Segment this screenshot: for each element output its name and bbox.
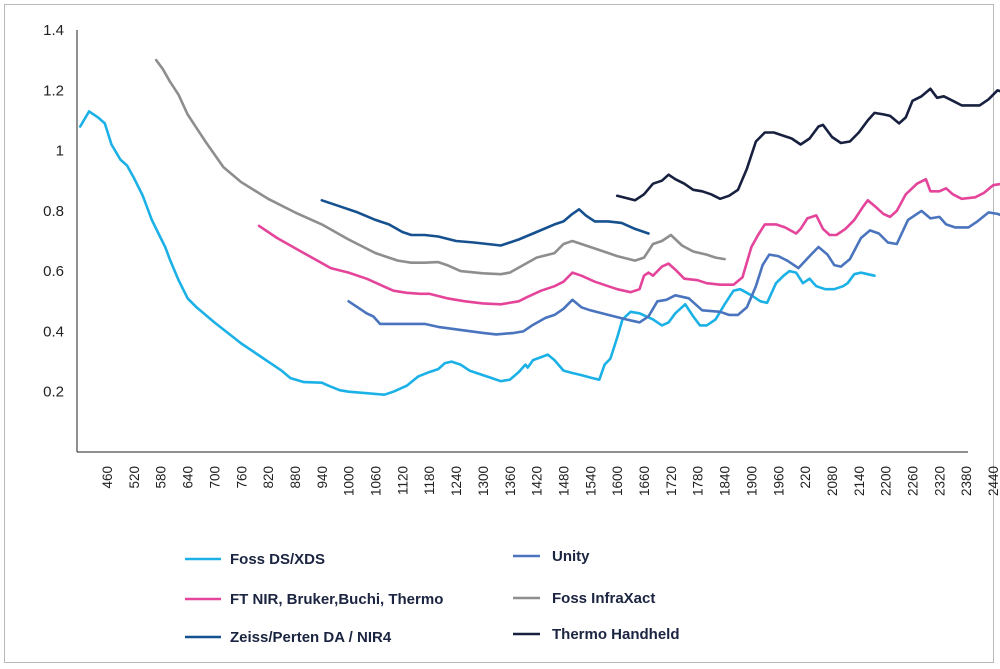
y-tick-labels: 0.2 0.4 0.6 0.8 1 1.2 1.4 bbox=[43, 22, 64, 401]
x-tick-label: 2200 bbox=[879, 466, 894, 496]
x-tick-label: 820 bbox=[261, 466, 276, 489]
x-tick-label: 1180 bbox=[422, 466, 437, 495]
x-tick-label: 2140 bbox=[852, 466, 867, 496]
y-tick-label: 0.4 bbox=[43, 323, 64, 340]
x-tick-label: 520 bbox=[127, 466, 142, 489]
legend-label: Foss DS/XDS bbox=[230, 551, 325, 568]
x-tick-label: 2260 bbox=[906, 466, 921, 496]
series-line-2 bbox=[257, 177, 1000, 306]
x-tick-label: 760 bbox=[234, 466, 249, 489]
x-tick-label: 1060 bbox=[369, 466, 384, 496]
x-tick-label: 2320 bbox=[932, 466, 947, 496]
x-tick-label: 640 bbox=[181, 466, 196, 489]
series-line-4 bbox=[320, 199, 650, 247]
y-tick-label: 1.2 bbox=[43, 82, 64, 99]
x-tick-label: 880 bbox=[288, 466, 303, 489]
x-tick-label: 1300 bbox=[476, 466, 491, 496]
x-tick-labels: 460 520 580 640 700 760 820 880 940 1000 1060 1120 1… bbox=[100, 466, 1000, 496]
legend-label: Thermo Handheld bbox=[552, 626, 680, 643]
x-tick-label: 1960 bbox=[771, 466, 786, 496]
x-tick-label: 220 bbox=[798, 466, 813, 489]
series-line-0 bbox=[78, 110, 876, 396]
legend-label: Unity bbox=[552, 548, 590, 565]
x-tick-label: 940 bbox=[315, 466, 330, 489]
x-tick-label: 1780 bbox=[691, 466, 706, 496]
x-tick-label: 1840 bbox=[718, 466, 733, 496]
x-tick-label: 700 bbox=[207, 466, 222, 489]
x-tick-label: 1660 bbox=[637, 466, 652, 496]
y-tick-label: 1 bbox=[56, 143, 64, 160]
x-tick-label: 1540 bbox=[583, 466, 598, 496]
y-tick-label: 0.8 bbox=[43, 203, 64, 220]
x-tick-label: 1360 bbox=[503, 466, 518, 496]
legend-label: FT NIR, Bruker,Buchi, Thermo bbox=[230, 591, 443, 608]
x-tick-label: 1900 bbox=[744, 466, 759, 496]
x-tick-label: 1000 bbox=[342, 466, 357, 496]
series-line-5 bbox=[615, 87, 1000, 202]
series-line-3 bbox=[154, 58, 726, 276]
x-tick-label: 460 bbox=[100, 466, 115, 489]
legend-label: Foss InfraXact bbox=[552, 590, 655, 607]
x-tick-label: 2380 bbox=[959, 466, 974, 496]
y-tick-label: 1.4 bbox=[43, 22, 64, 39]
x-tick-label: 1720 bbox=[664, 466, 679, 496]
x-tick-label: 580 bbox=[154, 466, 169, 489]
y-tick-label: 0.2 bbox=[43, 384, 64, 401]
y-tick-label: 0.6 bbox=[43, 263, 64, 280]
x-tick-label: 2440 bbox=[986, 466, 1000, 496]
x-tick-label: 1240 bbox=[449, 466, 464, 496]
x-tick-label: 2080 bbox=[825, 466, 840, 496]
series-line-1 bbox=[347, 209, 1000, 336]
x-tick-label: 1600 bbox=[610, 466, 625, 496]
x-tick-label: 1420 bbox=[530, 466, 545, 496]
x-tick-label: 1480 bbox=[556, 466, 571, 496]
x-tick-label: 1120 bbox=[395, 466, 410, 495]
series-lines bbox=[78, 58, 1000, 396]
legend-label: Zeiss/Perten DA / NIR4 bbox=[230, 629, 392, 646]
legend: Foss DS/XDS FT NIR, Bruker,Buchi, Thermo Z… bbox=[185, 548, 680, 646]
